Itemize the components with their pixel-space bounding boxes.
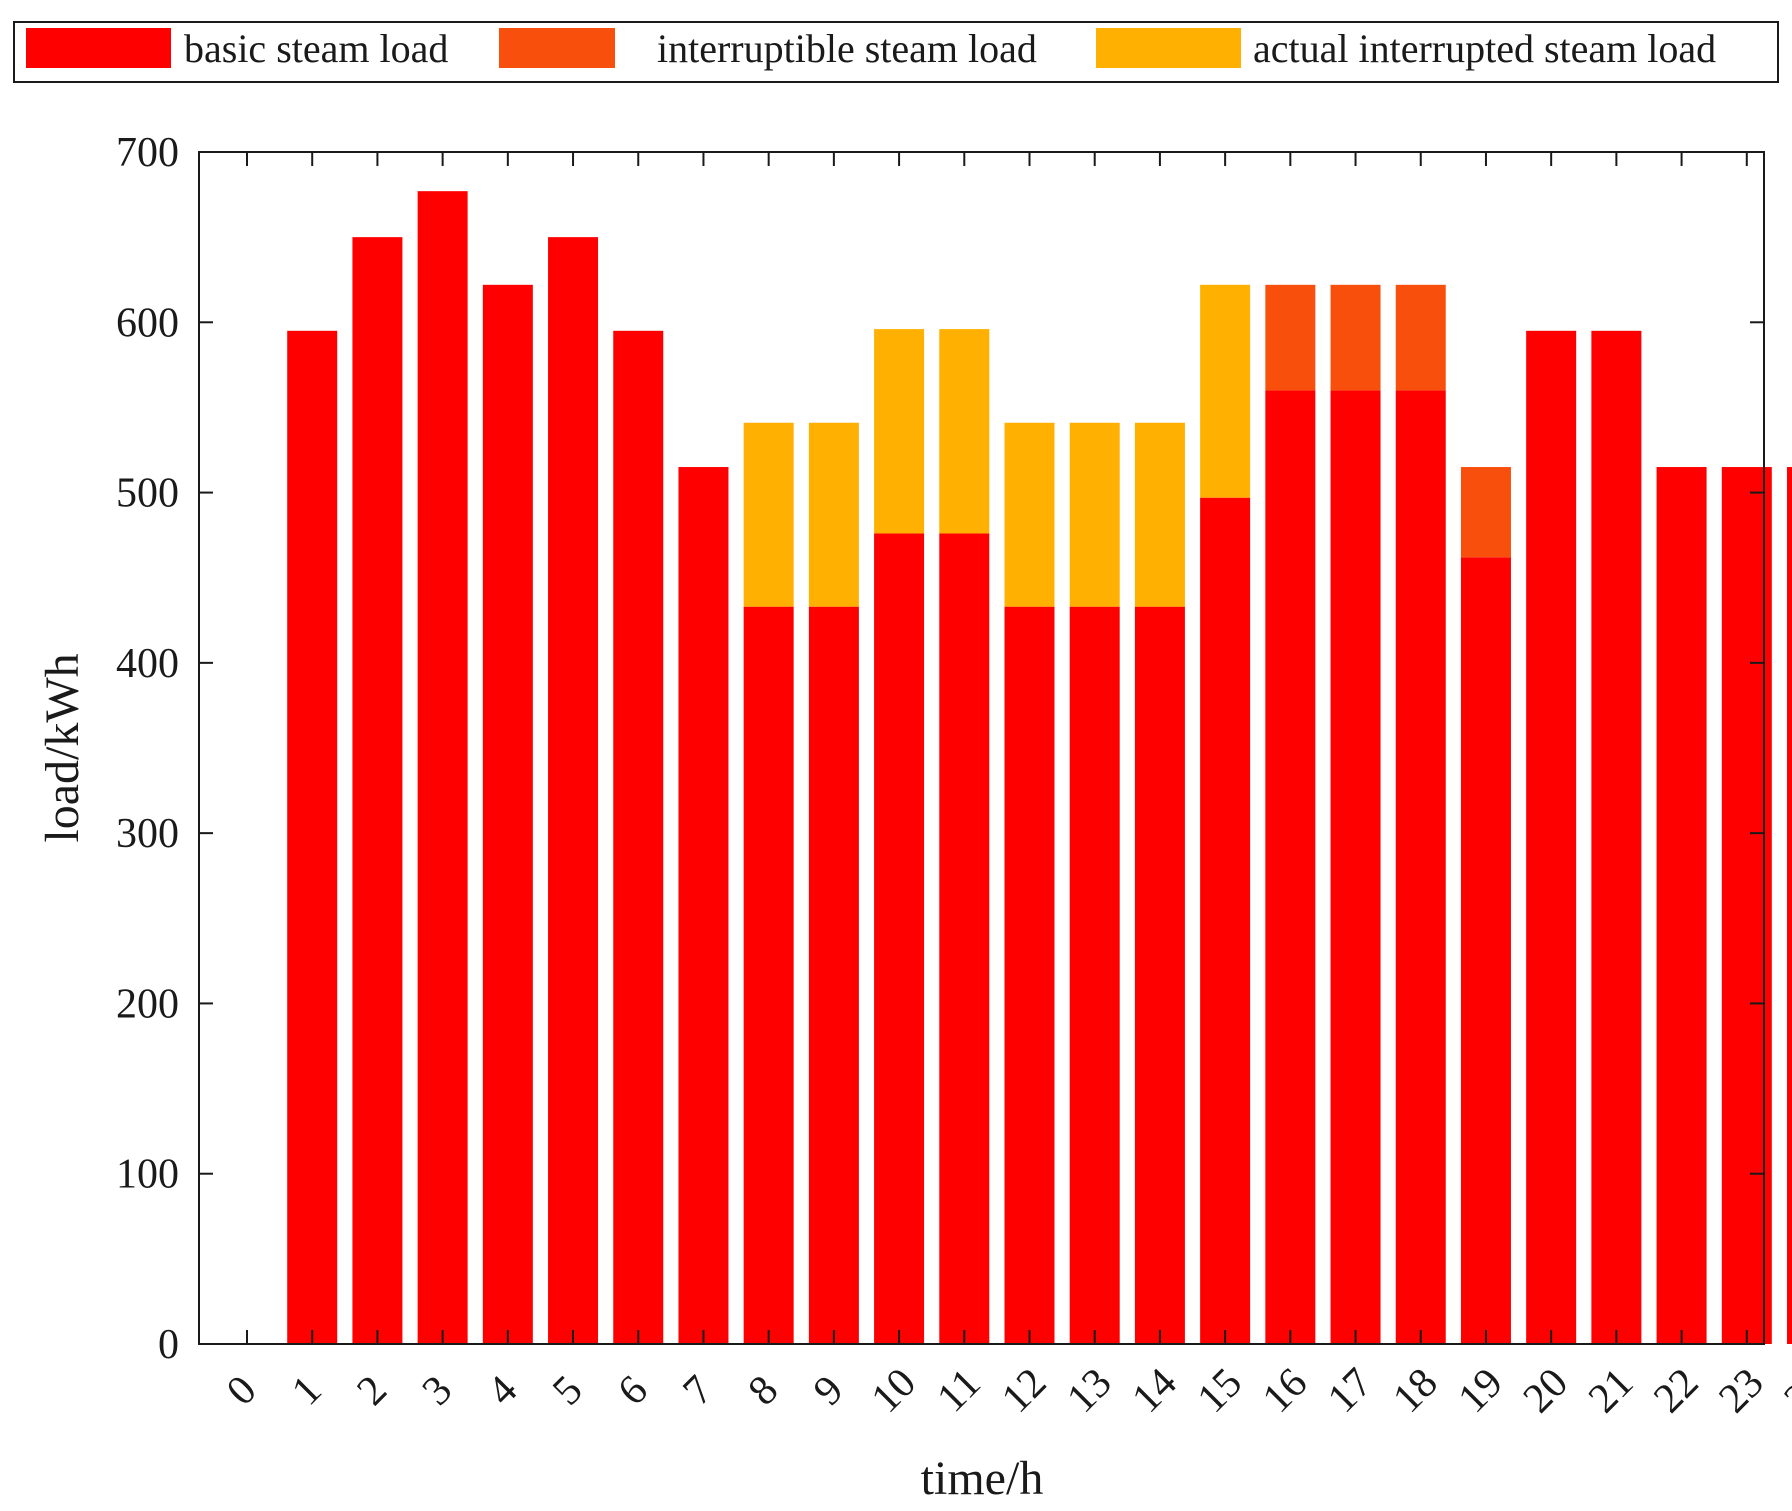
x-tick-label-16: 16 <box>1254 1360 1316 1422</box>
bar-basic-steam-load-16 <box>1265 390 1316 1344</box>
x-axis-label: time/h <box>921 1452 1044 1505</box>
bar-basic-steam-load-22 <box>1656 467 1707 1344</box>
x-tick-label-20: 20 <box>1515 1360 1577 1422</box>
x-tick-label-19: 19 <box>1450 1360 1512 1422</box>
x-tick-label-14: 14 <box>1124 1360 1186 1422</box>
legend-swatch-basic-steam-load <box>26 28 171 68</box>
bar-interruptible-steam-load-17 <box>1330 284 1381 391</box>
bar-basic-steam-load-1 <box>287 330 338 1344</box>
bar-actual-interrupted-steam-load-14 <box>1134 422 1185 607</box>
bar-actual-interrupted-steam-load-15 <box>1200 284 1251 498</box>
bar-actual-interrupted-steam-load-13 <box>1069 422 1120 607</box>
bar-basic-steam-load-19 <box>1460 557 1511 1344</box>
bar-interruptible-steam-load-19 <box>1460 467 1511 558</box>
legend-swatch-interruptible-steam-load <box>499 28 615 68</box>
x-tick-label-1: 1 <box>283 1367 330 1414</box>
x-tick-label-22: 22 <box>1645 1360 1707 1422</box>
x-tick-label-12: 12 <box>993 1360 1055 1422</box>
bar-basic-steam-load-11 <box>939 533 990 1344</box>
x-tick-label-10: 10 <box>863 1360 925 1422</box>
x-tick-label-5: 5 <box>544 1367 591 1414</box>
bar-actual-interrupted-steam-load-8 <box>743 422 794 607</box>
bar-basic-steam-load-12 <box>1004 606 1055 1344</box>
x-tick-label-17: 17 <box>1319 1360 1381 1422</box>
bar-basic-steam-load-21 <box>1591 330 1642 1344</box>
x-tick-label-15: 15 <box>1189 1360 1251 1422</box>
bar-basic-steam-load-2 <box>352 237 403 1344</box>
bar-basic-steam-load-8 <box>743 606 794 1344</box>
y-tick-label-100: 100 <box>116 1152 179 1198</box>
x-tick-label-11: 11 <box>929 1360 990 1421</box>
bar-basic-steam-load-15 <box>1200 497 1251 1344</box>
bar-actual-interrupted-steam-load-9 <box>808 422 859 607</box>
y-tick-label-0: 0 <box>158 1322 179 1368</box>
bar-basic-steam-load-14 <box>1134 606 1185 1344</box>
y-tick-label-400: 400 <box>116 641 179 687</box>
bar-basic-steam-load-17 <box>1330 390 1381 1344</box>
bar-basic-steam-load-9 <box>808 606 859 1344</box>
bar-basic-steam-load-10 <box>874 533 925 1344</box>
x-tick-label-18: 18 <box>1384 1360 1446 1422</box>
bar-basic-steam-load-20 <box>1526 330 1577 1344</box>
x-tick-label-7: 7 <box>675 1367 722 1414</box>
y-tick-label-700: 700 <box>116 130 179 176</box>
x-tick-label-6: 6 <box>609 1367 656 1414</box>
bar-basic-steam-load-18 <box>1395 390 1446 1344</box>
bar-interruptible-steam-load-18 <box>1395 284 1446 391</box>
x-tick-label-2: 2 <box>349 1367 396 1414</box>
y-tick-label-600: 600 <box>116 300 179 346</box>
bar-basic-steam-load-6 <box>613 330 664 1344</box>
bar-basic-steam-load-7 <box>678 467 729 1344</box>
x-tick-label-3: 3 <box>414 1367 461 1414</box>
bar-actual-interrupted-steam-load-12 <box>1004 422 1055 607</box>
x-tick-label-23: 23 <box>1710 1360 1772 1422</box>
bar-basic-steam-load-5 <box>548 237 599 1344</box>
legend-label-actual-interrupted-steam-load: actual interrupted steam load <box>1253 26 1716 71</box>
x-tick-label-13: 13 <box>1058 1360 1120 1422</box>
x-tick-label-8: 8 <box>740 1367 787 1414</box>
x-tick-label-9: 9 <box>805 1367 852 1414</box>
y-tick-label-200: 200 <box>116 981 179 1027</box>
x-tick-label-21: 21 <box>1580 1360 1642 1422</box>
x-tick-label-0: 0 <box>218 1367 265 1414</box>
y-tick-label-500: 500 <box>116 471 179 517</box>
bar-actual-interrupted-steam-load-11 <box>939 329 990 534</box>
bar-basic-steam-load-13 <box>1069 606 1120 1344</box>
bar-actual-interrupted-steam-load-10 <box>874 329 925 534</box>
bars <box>287 191 1792 1344</box>
x-tick-label-24: 24 <box>1776 1360 1792 1422</box>
bar-basic-steam-load-4 <box>482 284 533 1344</box>
bar-basic-steam-load-3 <box>417 191 468 1344</box>
legend-swatch-actual-interrupted-steam-load <box>1096 28 1241 68</box>
legend-label-basic-steam-load: basic steam load <box>184 26 448 71</box>
legend-label-interruptible-steam-load: interruptible steam load <box>657 26 1037 71</box>
legend-box <box>13 21 1779 83</box>
plot-frame <box>198 151 1765 1345</box>
bar-interruptible-steam-load-16 <box>1265 284 1316 391</box>
legend: basic steam load interruptible steam loa… <box>13 21 1779 83</box>
y-tick-label-300: 300 <box>116 811 179 857</box>
bar-basic-steam-load-24 <box>1787 467 1792 1344</box>
axes <box>198 151 1765 1345</box>
x-tick-label-4: 4 <box>479 1367 526 1414</box>
y-axis-label: load/kWh <box>36 653 89 842</box>
